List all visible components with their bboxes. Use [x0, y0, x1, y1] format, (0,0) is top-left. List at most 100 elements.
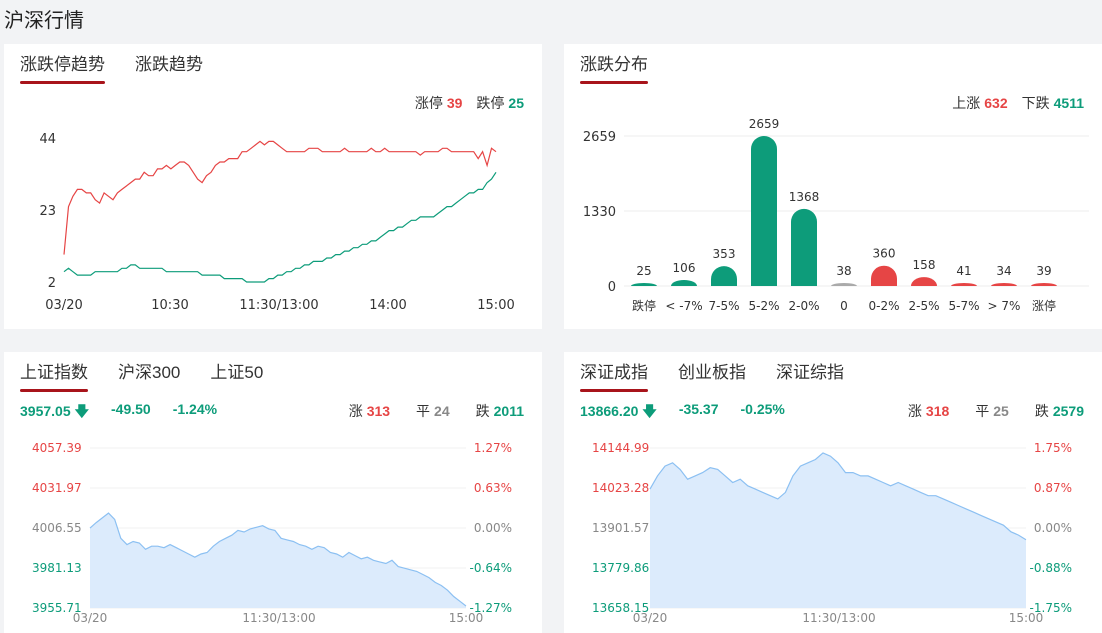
bar-value-label: 106 — [673, 261, 696, 275]
sz-index-line — [649, 452, 1027, 541]
bar-value-label: 1368 — [789, 190, 820, 204]
x-tick-label: 15:00 — [477, 298, 514, 313]
bar-value-label: 360 — [873, 247, 896, 261]
tab-updown-trend[interactable]: 涨跌趋势 — [135, 55, 203, 74]
limit-stats: 涨停 39 跌停 25 — [415, 93, 524, 113]
tab-sz-composite[interactable]: 深证综指 — [776, 363, 844, 382]
limit-down-stat: 跌停 25 — [476, 93, 524, 113]
category-label: 5-2% — [748, 299, 779, 313]
bar — [831, 283, 857, 286]
y-tick-label-right: 1.27% — [474, 441, 512, 455]
y-tick-label-left: 4057.39 — [32, 441, 82, 455]
x-tick-label: 14:00 — [369, 298, 406, 313]
category-label: 0 — [840, 299, 848, 313]
x-tick-label: 03/20 — [73, 611, 108, 625]
sz-price-group: 13866.20 🡇 — [580, 401, 657, 425]
sh-breadth: 涨 313 平 24 跌 2011 — [349, 401, 524, 421]
y-tick-label-right: 0.00% — [1034, 521, 1072, 535]
limit-up-label: 涨停 — [414, 95, 443, 111]
category-label: 2-5% — [908, 299, 939, 313]
y-tick-label-right: -1.27% — [470, 601, 512, 615]
down-count-value: 4511 — [1053, 95, 1084, 111]
distribution-chart: 0 1330 2659 25 跌停 106 < -7% 353 7-5% 2659 5-2% 1368… — [583, 117, 1089, 313]
y-tick-label-right: -0.64% — [470, 561, 512, 575]
sh-tabs: 上证指数 沪深300 上证50 — [20, 362, 264, 392]
bar-value-label: 2659 — [749, 117, 780, 131]
tab-sh-composite[interactable]: 上证指数 — [20, 363, 88, 392]
category-label: 7-5% — [708, 299, 739, 313]
bar-value-label: 39 — [1036, 264, 1051, 278]
y-tick-label: 1330 — [583, 205, 616, 220]
tab-csi300[interactable]: 沪深300 — [118, 363, 181, 382]
sz-up-value: 318 — [925, 403, 950, 419]
y-tick-label-right: -1.75% — [1030, 601, 1072, 615]
limit-trend-chart: 2 23 44 03/20 10:30 11:30/13:00 14:00 15:00 — [39, 132, 514, 313]
tab-sse50[interactable]: 上证50 — [210, 363, 264, 382]
tab-chinext[interactable]: 创业板指 — [678, 363, 746, 382]
bar-value-label: 158 — [913, 258, 936, 272]
x-tick-label: 10:30 — [151, 298, 188, 313]
y-tick-label-left: 3981.13 — [32, 561, 82, 575]
up-count-label: 上涨 — [952, 95, 981, 111]
up-count-stat: 上涨 632 — [952, 93, 1007, 113]
y-tick-label: 2 — [48, 276, 56, 291]
bar-value-label: 41 — [956, 264, 971, 278]
sh-down-value: 2011 — [493, 403, 524, 419]
sz-flat-value: 25 — [993, 403, 1009, 419]
bar — [951, 283, 977, 286]
sz-flat-stat: 平 25 — [975, 401, 1009, 421]
sz-down-label: 跌 — [1034, 403, 1049, 419]
sz-up-label: 涨 — [907, 403, 922, 419]
bar-value-label: 38 — [836, 264, 851, 278]
up-count-value: 632 — [984, 95, 1008, 111]
bar — [1031, 283, 1057, 286]
series-line-limit-down — [63, 171, 497, 283]
dist-stats: 上涨 632 下跌 4511 — [952, 93, 1084, 113]
sh-flat-stat: 平 24 — [416, 401, 450, 421]
x-tick-label: 03/20 — [633, 611, 668, 625]
down-arrow-icon: 🡇 — [74, 403, 90, 419]
y-tick-label-left: 14144.99 — [592, 441, 649, 455]
y-tick-label-right: -0.88% — [1030, 561, 1072, 575]
x-tick-label: 11:30/13:00 — [802, 611, 875, 625]
bar — [631, 283, 657, 286]
page-title: 沪深行情 — [4, 10, 84, 32]
limit-up-value: 39 — [446, 95, 463, 111]
sz-quote: 13866.20 🡇 -35.37 -0.25% — [580, 401, 785, 425]
category-label: 涨停 — [1032, 298, 1056, 313]
bar — [871, 265, 897, 286]
category-label: 0-2% — [868, 299, 899, 313]
tab-limit-trend[interactable]: 涨跌停趋势 — [20, 55, 105, 84]
limit-trend-card: 涨跌停趋势 涨跌趋势 涨停 39 跌停 25 2 23 44 03/20 10:30 11:3… — [4, 44, 542, 329]
dist-tabs: 涨跌分布 — [580, 54, 648, 84]
distribution-card: 涨跌分布 上涨 632 下跌 4511 0 1330 2659 25 跌停 106 < -7% 3… — [564, 44, 1102, 329]
sz-breadth: 涨 318 平 25 跌 2579 — [908, 401, 1084, 421]
sh-price-group: 3957.05 🡇 — [20, 401, 89, 425]
trend-tabs: 涨跌停趋势 涨跌趋势 — [20, 54, 203, 84]
x-tick-label: 11:30/13:00 — [239, 298, 318, 313]
y-tick-label-right: 0.00% — [474, 521, 512, 535]
category-label: > 7% — [988, 299, 1021, 313]
sz-index-area — [650, 452, 1026, 608]
down-arrow-icon: 🡇 — [642, 403, 657, 419]
x-tick-label: 15:00 — [449, 611, 484, 625]
y-tick-label-right: 1.75% — [1034, 441, 1072, 455]
sh-change-pct: -1.24% — [172, 401, 218, 417]
limit-down-value: 25 — [508, 95, 524, 111]
category-label: < -7% — [665, 299, 702, 313]
series-line-limit-up — [63, 140, 497, 255]
sh-index-area — [90, 513, 466, 608]
limit-up-stat: 涨停 39 — [415, 93, 463, 113]
down-count-stat: 下跌 4511 — [1022, 93, 1084, 113]
bar — [711, 266, 737, 286]
sh-index-chart: 4057.39 4031.97 4006.55 3981.13 3955.71 1.27%… — [32, 441, 512, 625]
tab-distribution[interactable]: 涨跌分布 — [580, 55, 648, 84]
y-tick-label-left: 3955.71 — [32, 601, 82, 615]
x-tick-label: 03/20 — [45, 298, 82, 313]
tab-sz-component[interactable]: 深证成指 — [580, 363, 648, 392]
x-tick-label: 15:00 — [1009, 611, 1044, 625]
sz-price: 13866.20 — [580, 403, 639, 419]
sh-up-label: 涨 — [348, 403, 363, 419]
bar-value-label: 25 — [636, 264, 651, 278]
down-count-label: 下跌 — [1021, 95, 1050, 111]
